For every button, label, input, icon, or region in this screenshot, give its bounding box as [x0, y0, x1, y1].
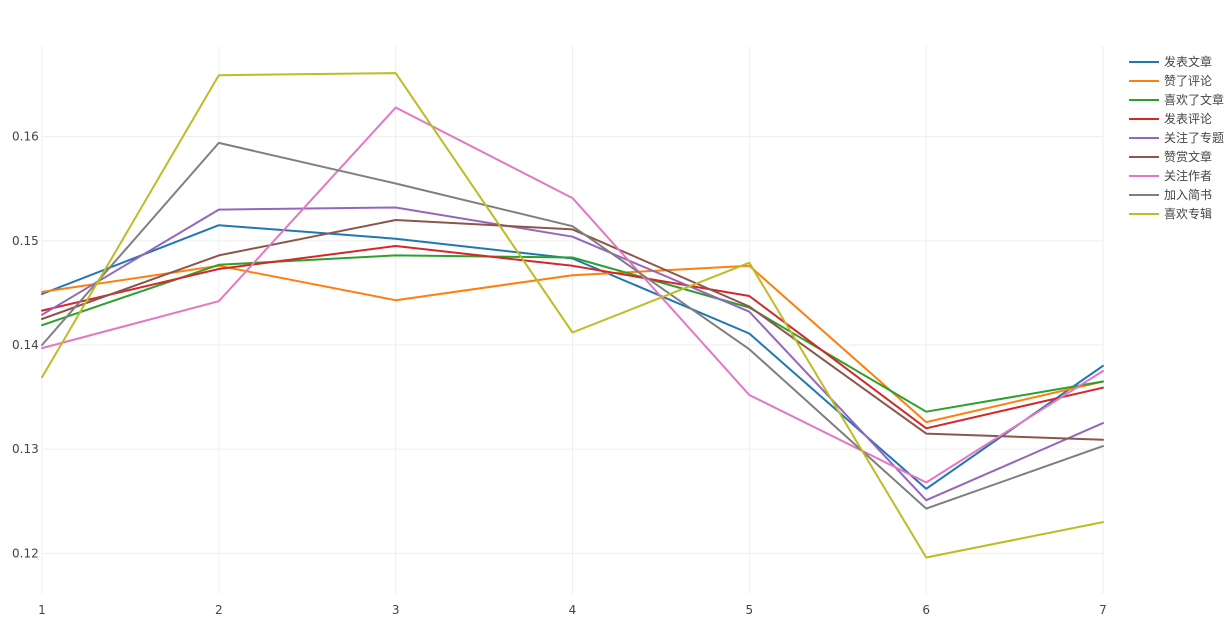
legend-item: 喜欢专辑 — [1129, 206, 1212, 221]
x-tick-label: 2 — [215, 603, 223, 617]
legend-label: 关注作者 — [1164, 168, 1212, 183]
series-line-8 — [41, 141, 1104, 510]
x-tick-label: 7 — [1099, 603, 1107, 617]
x-tick-label: 5 — [746, 603, 754, 617]
x-tick-label: 4 — [569, 603, 577, 617]
legend-label: 发表评论 — [1164, 111, 1212, 126]
legend-item: 赞了评论 — [1129, 74, 1212, 88]
x-tick-label: 6 — [922, 603, 930, 617]
legend-item: 关注了专题 — [1129, 130, 1224, 145]
series-line-6 — [41, 219, 1104, 441]
y-tick-label: 0.15 — [12, 234, 39, 248]
legend-label: 赞赏文章 — [1164, 149, 1212, 164]
y-tick-label: 0.16 — [12, 130, 39, 144]
x-tick-label: 3 — [392, 603, 400, 617]
y-tick-label: 0.12 — [12, 546, 39, 560]
legend-label: 关注了专题 — [1164, 130, 1224, 145]
legend-item: 喜欢了文章 — [1129, 92, 1224, 107]
y-tick-label: 0.14 — [12, 338, 39, 352]
y-tick-label: 0.13 — [12, 442, 39, 456]
legend-item: 发表文章 — [1129, 54, 1212, 69]
series-line-4 — [41, 245, 1104, 430]
legend-label: 喜欢专辑 — [1164, 206, 1212, 221]
legend-label: 发表文章 — [1164, 54, 1212, 69]
x-axis-ticks: 1 2 3 4 5 6 7 — [38, 603, 1107, 617]
legend-item: 加入简书 — [1129, 188, 1212, 202]
series-line-7 — [41, 106, 1104, 484]
grid — [41, 46, 1104, 594]
x-tick-label: 1 — [38, 603, 46, 617]
legend-label: 赞了评论 — [1164, 74, 1212, 88]
series-line-3 — [41, 254, 1104, 413]
legend-item: 赞赏文章 — [1129, 149, 1212, 164]
y-axis-ticks: 0.12 0.13 0.14 0.15 0.16 — [12, 130, 39, 561]
series-line-9 — [41, 72, 1104, 559]
legend-label: 喜欢了文章 — [1164, 92, 1224, 107]
legend-label: 加入简书 — [1164, 188, 1212, 202]
series-lines — [41, 72, 1104, 559]
legend-item: 关注作者 — [1129, 168, 1212, 183]
series-line-5 — [41, 206, 1104, 502]
legend-item: 发表评论 — [1129, 111, 1212, 126]
